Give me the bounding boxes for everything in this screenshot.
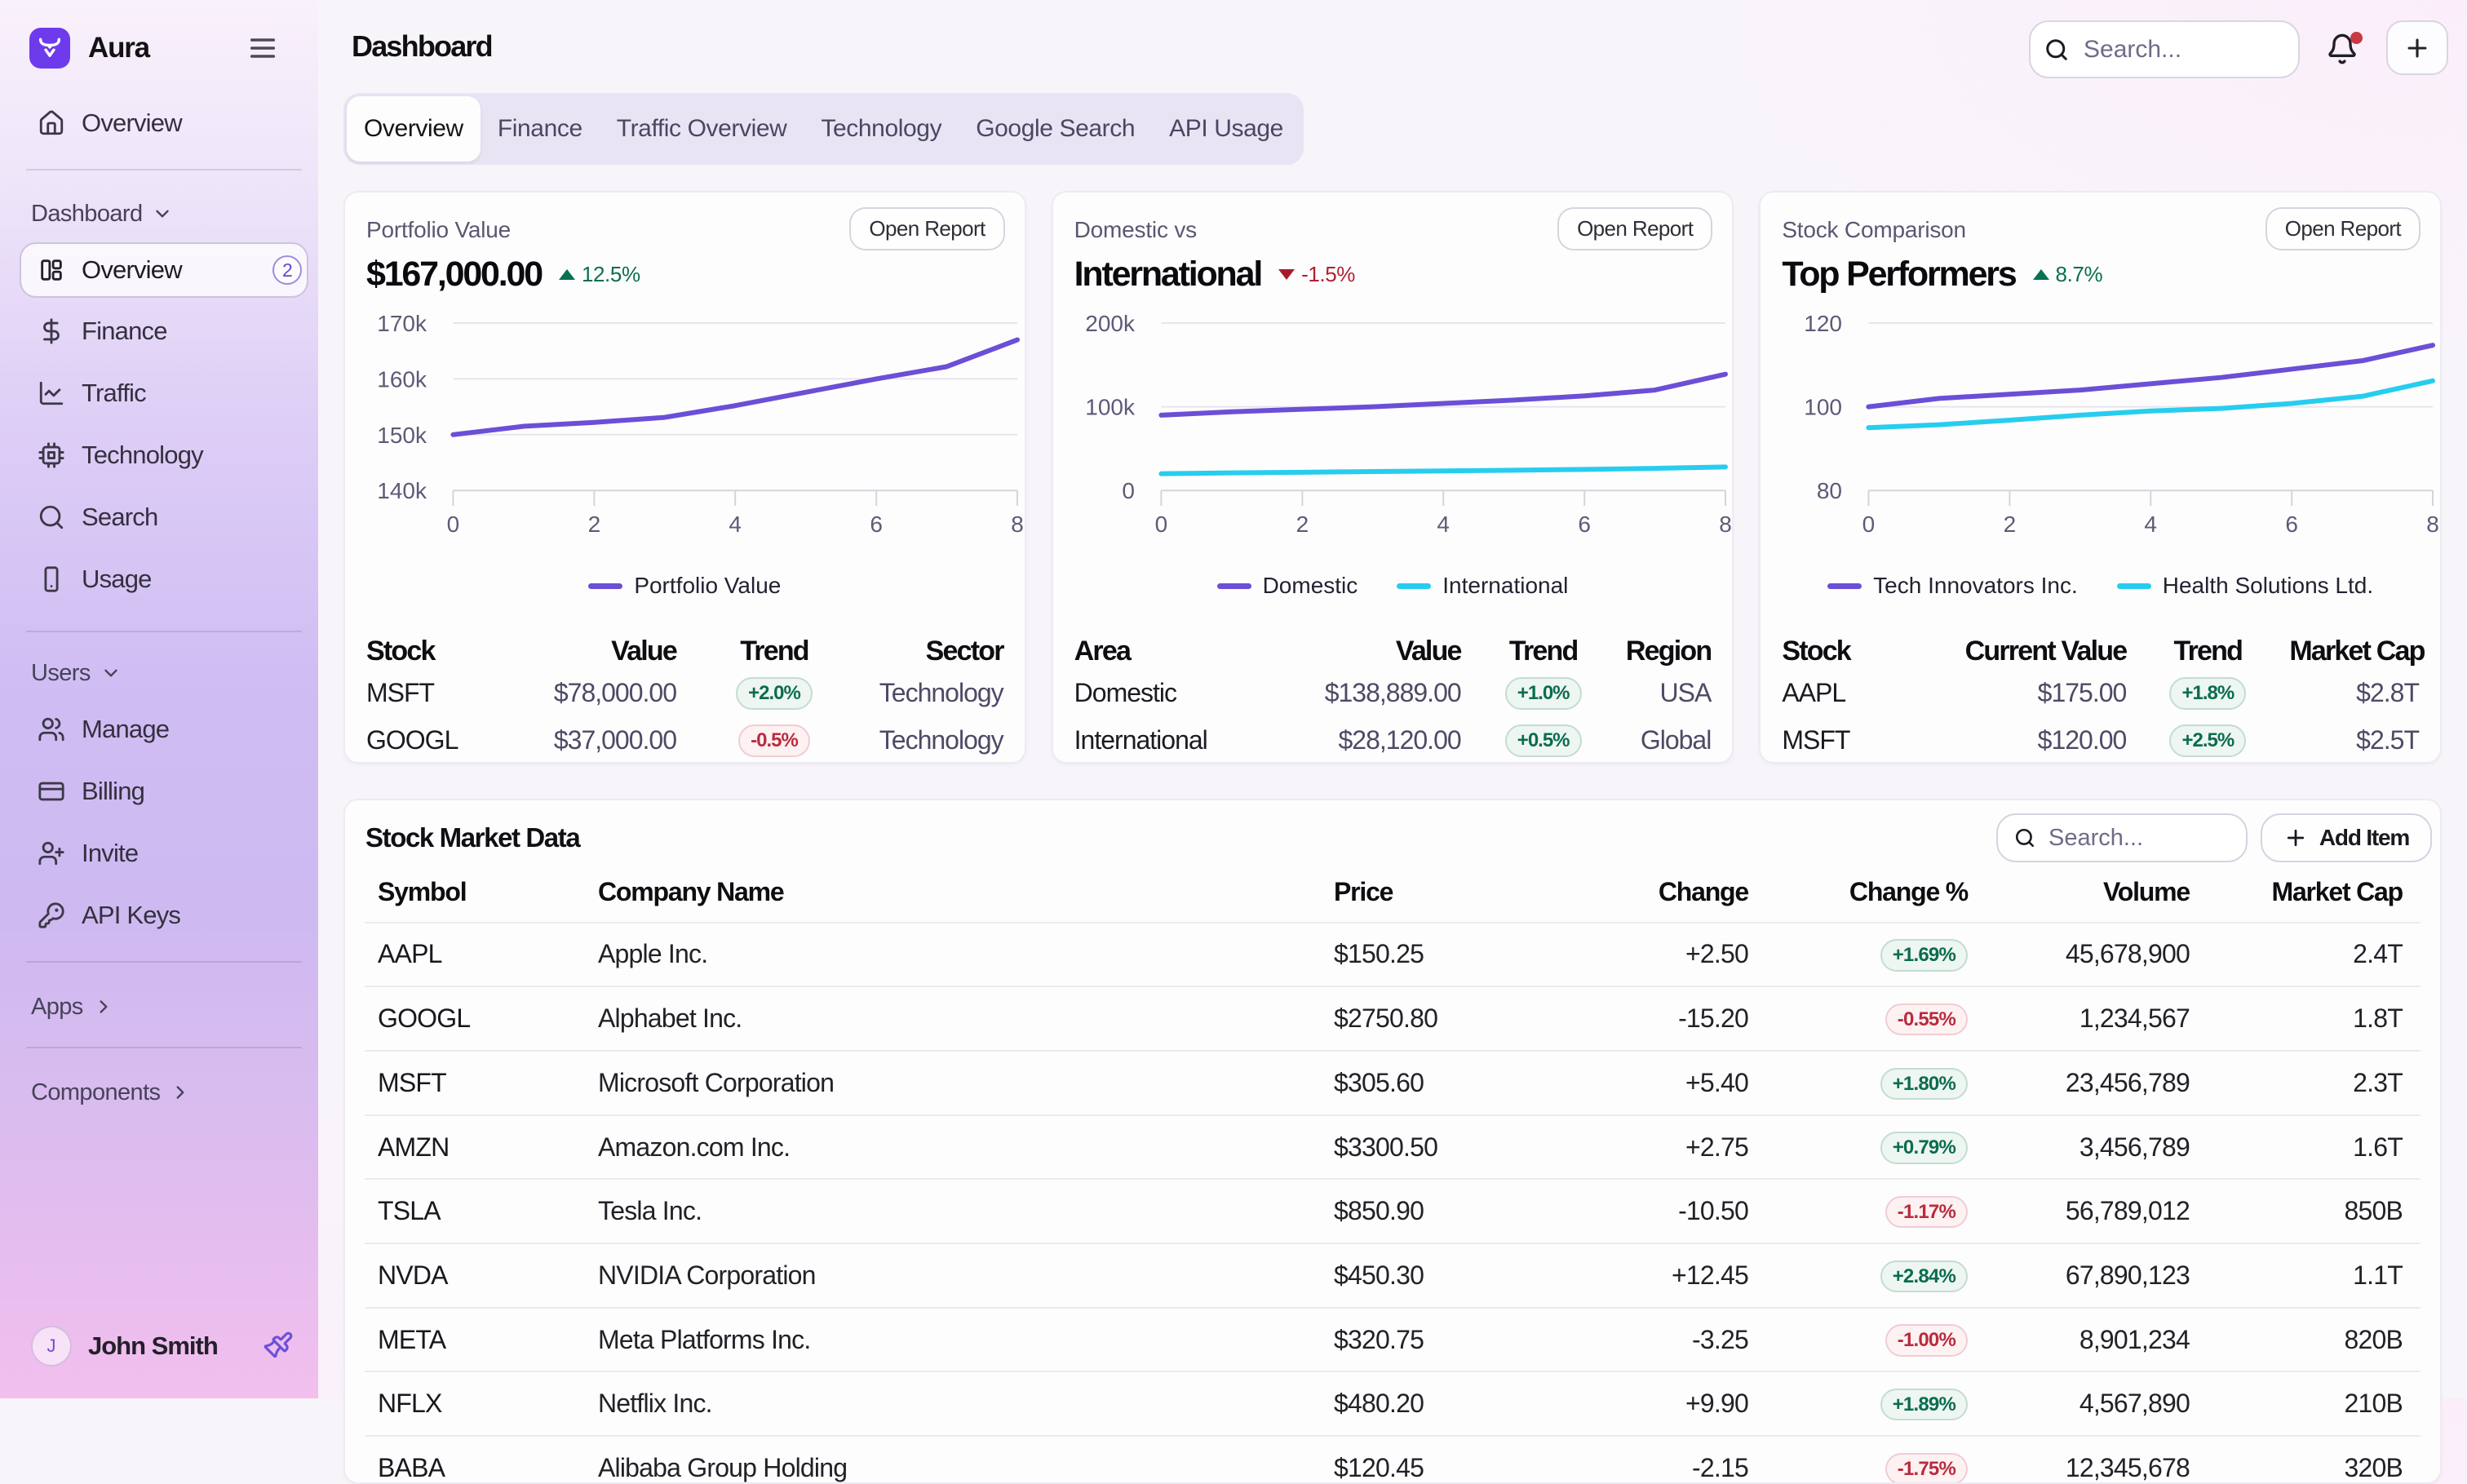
svg-text:2: 2 <box>1296 512 1309 537</box>
svg-text:80: 80 <box>1817 478 1842 503</box>
svg-text:0: 0 <box>447 512 460 537</box>
svg-text:8: 8 <box>1719 512 1732 537</box>
svg-text:150k: 150k <box>377 423 427 448</box>
svg-text:0: 0 <box>1862 512 1876 537</box>
svg-text:100k: 100k <box>1085 395 1136 420</box>
svg-text:8: 8 <box>2427 512 2440 537</box>
svg-text:4: 4 <box>2145 512 2158 537</box>
svg-text:6: 6 <box>2286 512 2299 537</box>
svg-text:0: 0 <box>1154 512 1167 537</box>
svg-text:2: 2 <box>588 512 601 537</box>
svg-text:200k: 200k <box>1085 311 1136 336</box>
svg-text:160k: 160k <box>377 366 427 392</box>
svg-text:140k: 140k <box>377 478 427 503</box>
svg-text:170k: 170k <box>377 311 427 336</box>
svg-text:4: 4 <box>729 512 742 537</box>
svg-text:6: 6 <box>870 512 883 537</box>
svg-text:0: 0 <box>1122 478 1135 503</box>
svg-text:2: 2 <box>2004 512 2017 537</box>
svg-text:120: 120 <box>1805 311 1843 336</box>
svg-text:100: 100 <box>1805 395 1843 420</box>
svg-text:8: 8 <box>1011 512 1024 537</box>
svg-text:6: 6 <box>1578 512 1591 537</box>
svg-text:4: 4 <box>1437 512 1450 537</box>
